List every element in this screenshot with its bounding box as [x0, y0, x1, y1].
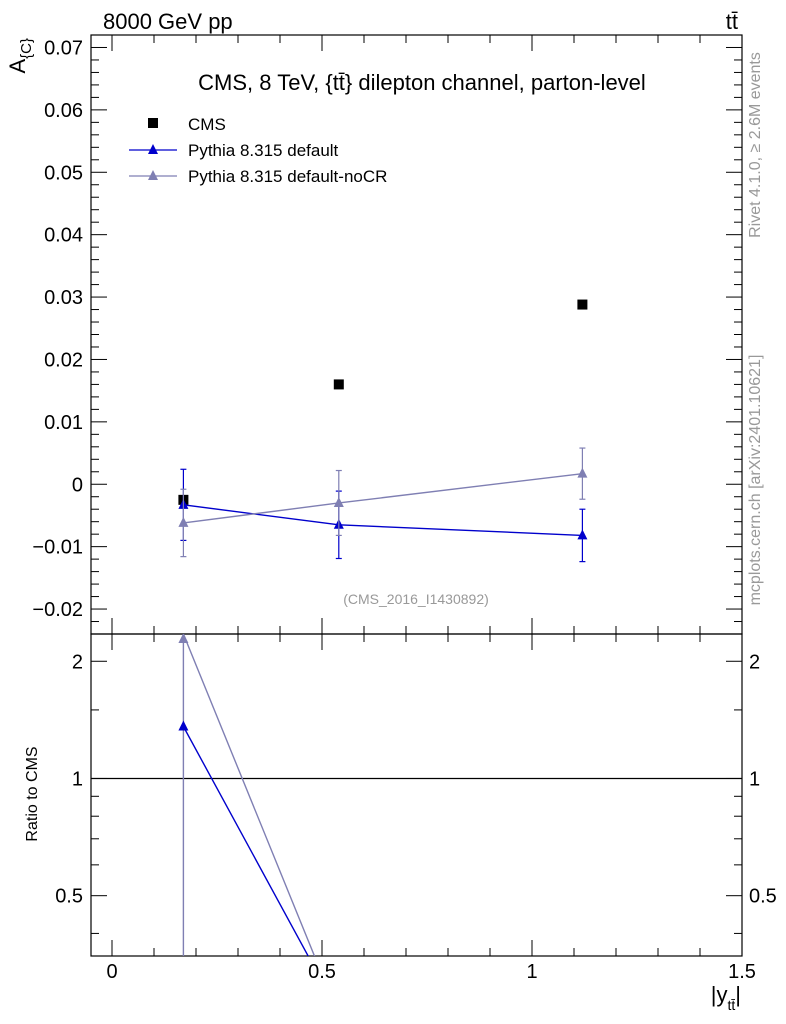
process-label: tt̄: [726, 9, 738, 34]
ratio-ticks: [91, 634, 743, 956]
data-point-cms: [577, 299, 588, 310]
main-ytick-label: 0.02: [44, 349, 83, 371]
ratio-ytick-label-right: 0.5: [749, 886, 777, 908]
series-line: [183, 472, 583, 524]
ratio-ytick-label: 1: [72, 768, 83, 790]
ratio-xtick-label: 0: [106, 961, 117, 983]
main-title: CMS, 8 TeV, {tt̄} dilepton channel, part…: [198, 70, 646, 95]
main-data: [178, 299, 588, 563]
main-ytick-label: 0.03: [44, 287, 83, 309]
ratio-xtick-label: 0.5: [308, 961, 336, 983]
ratio-line-pythia-default: [182, 726, 309, 956]
ratio-series-group: [91, 634, 742, 956]
ratio-xlabel: |ytt̄|: [711, 982, 741, 1013]
svg-text:A{C}: A{C}: [5, 38, 35, 74]
main-ticks: [91, 35, 743, 634]
legend-label-pythia-default: Pythia 8.315 default: [188, 141, 339, 160]
data-point-mc: [178, 516, 189, 527]
ratio-point-pythia-default: [178, 720, 189, 731]
ratio-point-pythia-nocr: [178, 634, 189, 643]
ratio-ylabel: Ratio to CMS: [24, 746, 41, 841]
legend: CMS Pythia 8.315 default Pythia 8.315 de…: [129, 115, 387, 186]
data-point-mc: [333, 496, 344, 507]
ratio-xtick-labels: 0 0.5 1 1.5: [106, 961, 755, 983]
main-ylabel: A{C}: [5, 38, 35, 74]
ratio-line-pythia-nocr: [182, 634, 316, 956]
ratio-ytick-label-right: 2: [749, 651, 760, 673]
ratio-ytick-label: 2: [72, 651, 83, 673]
main-ytick-label: −0.01: [32, 537, 83, 559]
ratio-ytick-labels: 0.5 0.5 1 1 2 2: [55, 651, 777, 907]
main-ytick-label: 0: [72, 474, 83, 496]
main-ytick-label: 0.01: [44, 412, 83, 434]
ratio-xtick-label: 1.5: [728, 961, 756, 983]
legend-marker-pythia-default: [148, 144, 158, 154]
data-point-mc: [577, 467, 588, 478]
svg-text:|ytt̄|: |ytt̄|: [711, 982, 741, 1013]
main-ytick-labels: −0.02 −0.01 0 0.01 0.02 0.03 0.04 0.05 0.06 0.07: [32, 37, 83, 621]
legend-label-cms: CMS: [188, 115, 226, 134]
ratio-data: [91, 634, 742, 956]
main-ytick-label: 0.06: [44, 100, 83, 122]
main-ytick-label: 0.05: [44, 162, 83, 184]
legend-marker-pythia-nocr: [148, 170, 158, 180]
series-line: [183, 504, 583, 537]
rivet-label: Rivet 4.1.0, ≥ 2.6M events: [747, 52, 764, 238]
legend-label-pythia-nocr: Pythia 8.315 default-noCR: [188, 167, 387, 186]
ratio-frame: [90, 633, 743, 957]
main-panel: −0.02−0.0100.010.020.030.040.050.060.07 …: [5, 34, 743, 635]
ratio-panel: 0.5 0.5 1 1 2 2 0 0.5 1 1.5 Ratio to CMS |ytt̄|: [24, 633, 777, 1013]
main-ytick-label: 0.07: [44, 37, 83, 59]
analysis-tag: (CMS_2016_I1430892): [343, 591, 489, 607]
main-ytick-label: −0.02: [32, 599, 83, 621]
ratio-ytick-label-right: 1: [749, 768, 760, 790]
ratio-xtick-label: 1: [526, 961, 537, 983]
legend-marker-cms: [148, 118, 158, 128]
mcplots-label: mcplots.cern.ch [arXiv:2401.10621]: [747, 355, 764, 606]
data-point-cms: [333, 379, 344, 390]
data-point-mc: [577, 529, 588, 540]
main-ytick-label: 0.04: [44, 225, 83, 247]
energy-label: 8000 GeV pp: [103, 9, 233, 34]
ratio-ytick-label: 0.5: [55, 886, 83, 908]
